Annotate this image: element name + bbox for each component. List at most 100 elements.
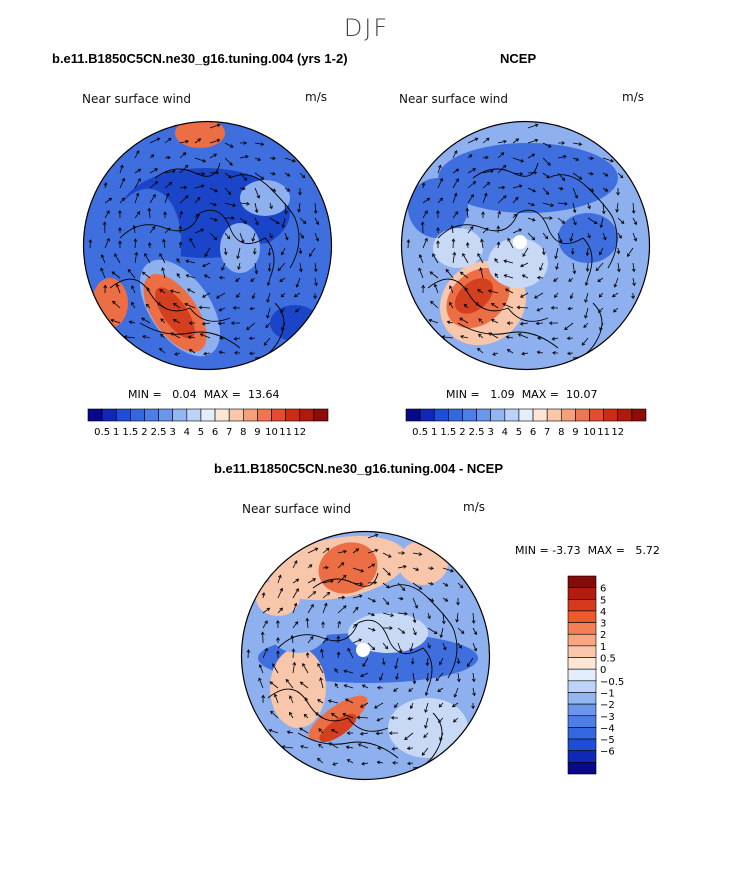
panel-3-wind-arrowhead (459, 584, 464, 589)
panel-3-wind-arrowhead (376, 685, 381, 690)
panel-1-wind-vector (218, 322, 226, 324)
panel-2-wind-arrowhead (430, 300, 434, 305)
panel-2-wind-arrowhead (554, 294, 558, 298)
panel-1-colorbar-tick: 1.5 (122, 427, 138, 438)
panel-2-wind-arrowhead (601, 210, 606, 215)
panel-2-colorbar-tick: 10 (583, 427, 596, 438)
panel-1-wind-vector (134, 168, 141, 174)
panel-1-wind-arrowhead (231, 216, 235, 220)
panel-1-wind-arrowhead (179, 210, 183, 215)
panel-1-wind-vector (170, 290, 181, 294)
panel-2-wind-arrowhead (564, 201, 568, 206)
panel-2-wind-arrowhead (496, 241, 501, 246)
panel-2-wind-arrowhead (532, 188, 536, 193)
panel-1-wind-arrowhead (280, 251, 285, 256)
panel-2-wind-arrowhead (454, 211, 459, 215)
panel-3-wind-arrowhead (354, 606, 359, 611)
panel-1-wind-arrowhead (172, 302, 177, 307)
panel-2-wind-arrowhead (497, 210, 501, 215)
panel-2-wind-vector (584, 292, 589, 303)
panel-3-wind-arrowhead (437, 719, 442, 723)
panel-1-wind-arrowhead (197, 138, 202, 142)
panel-3-wind-arrowhead (384, 645, 389, 650)
panel-1-wind-vector (254, 172, 264, 180)
panel-1-wind-arrowhead (196, 196, 201, 201)
panel-2-wind-arrowhead (504, 288, 509, 292)
panel-2-wind-vector (482, 170, 494, 174)
panel-3-wind-arrowhead (279, 587, 284, 592)
panel-2-wind-arrowhead (616, 250, 621, 255)
panel-2-wind-vector (447, 321, 454, 324)
panel-1-wind-vector (116, 284, 121, 294)
panel-1-wind-vector (209, 202, 217, 206)
panel-1-wind-arrowhead (202, 263, 206, 268)
panel-2-wind-arrowhead (459, 317, 463, 321)
panel-1-wind-vector (173, 319, 181, 324)
panel-2-wind-arrowhead (453, 192, 458, 197)
panel-1-wind-vector (194, 228, 204, 234)
panel-1-colorbar-swatch (200, 408, 216, 422)
panel-3-wind-vector (322, 603, 327, 614)
panel-3-colorbar-swatch (567, 610, 597, 623)
panel-2-wind-vector (480, 267, 484, 279)
panel-2-wind-vector (467, 181, 476, 189)
panel-3-wind-arrowhead (342, 574, 347, 579)
panel-1-wind-vector (281, 247, 286, 255)
panel-1-wind-vector (145, 304, 151, 309)
panel-2-wind-arrowhead (536, 307, 541, 312)
panel-1-wind-arrowhead (120, 164, 124, 169)
panel-2-wind-vector (512, 172, 523, 175)
panel-2-max-label: MAX = (521, 388, 559, 401)
panel-1-wind-arrowhead (187, 335, 192, 340)
panel-3-wind-vector (292, 603, 297, 614)
panel-2-wind-arrowhead (618, 235, 622, 239)
panel-1-wind-arrowhead (293, 293, 298, 298)
panel-2-wind-vector (542, 202, 554, 207)
panel-2-wind-arrowhead (563, 154, 567, 159)
panel-1-colorbar-swatch (299, 408, 315, 422)
panel-3-wind-arrowhead (457, 678, 461, 683)
panel-1-wind-arrowhead (195, 213, 199, 218)
panel-3-wind-vector (343, 670, 354, 674)
panel-3-wind-arrowhead (430, 581, 434, 586)
panel-3-wind-arrowhead (409, 648, 414, 652)
panel-2-wind-arrowhead (435, 209, 440, 214)
panel-1-wind-arrowhead (234, 350, 238, 355)
panel-3-wind-arrowhead (371, 646, 376, 651)
panel-2-wind-vector (452, 178, 459, 189)
panel-3-wind-arrowhead (406, 746, 411, 751)
panel-3-wind-arrowhead (340, 562, 345, 566)
panel-1-colorbar-swatch (87, 408, 103, 422)
panel-1-wind-arrowhead (147, 207, 152, 212)
panel-1-wind-vector (131, 302, 136, 309)
panel-1-wind-vector (134, 252, 138, 264)
panel-3-field-label: Near surface wind (242, 502, 351, 516)
panel-2-colorbar-tick: 6 (530, 427, 536, 438)
panel-2-wind-vector (445, 269, 454, 279)
panel-2-wind-arrowhead (572, 270, 577, 275)
panel-3-wind-arrowhead (294, 621, 299, 625)
panel-1-wind-arrowhead (236, 294, 240, 298)
panel-1-wind-arrowhead (279, 309, 284, 313)
panel-1-wind-arrowhead (178, 225, 183, 230)
panel-2-wind-vector (534, 292, 544, 299)
panel-3-wind-vector (367, 534, 378, 539)
panel-2-wind-arrowhead (502, 164, 507, 169)
panel-3-colorbar-tick: 0.5 (600, 654, 616, 665)
panel-2-wind-vector (597, 277, 604, 282)
panel-1-wind-vector (265, 322, 271, 328)
panel-1-wind-arrowhead (269, 205, 273, 210)
panel-1-wind-vector (224, 232, 231, 240)
panel-3-wind-vector (423, 732, 429, 738)
panel-1-wind-vector (298, 202, 301, 213)
panel-3-wind-arrowhead (318, 743, 322, 748)
panel-2-wind-arrowhead (478, 333, 482, 338)
panel-3-wind-arrowhead (418, 586, 423, 590)
panel-1-max-value: 13.64 (247, 388, 280, 401)
panel-3-wind-vector (337, 562, 345, 569)
panel-3-wind-arrowhead (376, 760, 381, 765)
panel-3-colorbar-tick: 1 (600, 642, 606, 653)
panel-2-colorbar-swatch (575, 408, 590, 422)
panel-3-wind-vector (412, 597, 418, 609)
panel-1-wind-arrowhead (200, 228, 205, 233)
